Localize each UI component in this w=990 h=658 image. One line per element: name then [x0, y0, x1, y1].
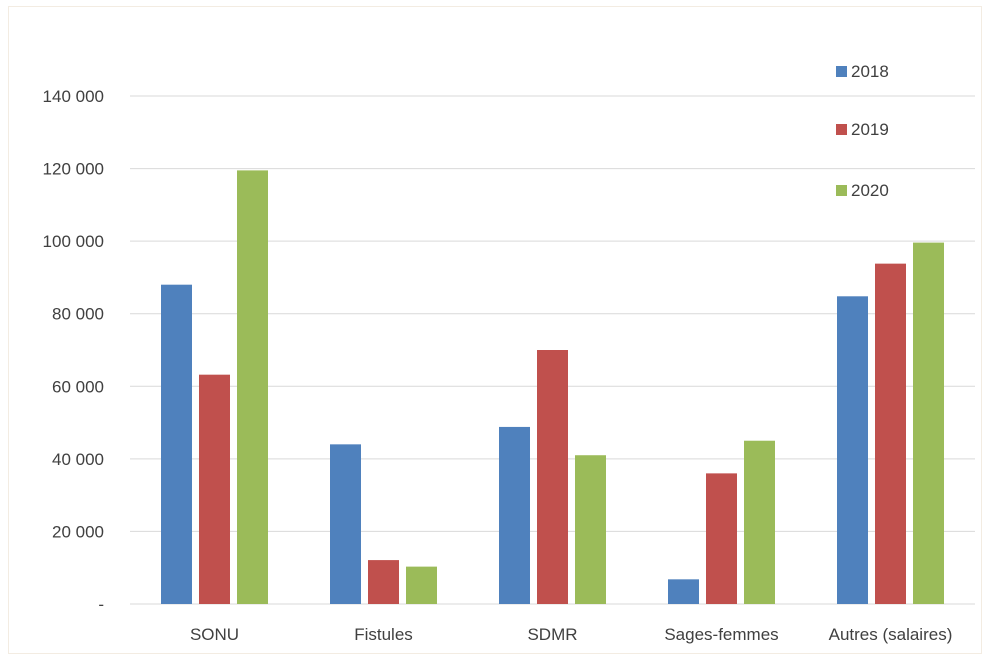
bar-2018-autres-salaires- — [837, 296, 868, 604]
bar-2019-fistules — [368, 560, 399, 604]
legend-label-2018: 2018 — [851, 62, 889, 81]
x-tick-label: SONU — [190, 625, 239, 644]
bar-2018-sages-femmes — [668, 579, 699, 604]
bar-2020-sages-femmes — [744, 440, 775, 604]
bar-2020-sonu — [237, 170, 268, 604]
bar-2018-sdmr — [499, 426, 530, 604]
chart-frame — [8, 6, 982, 654]
x-tick-label: SDMR — [527, 625, 577, 644]
y-axis-labels: - 20 000 40 000 60 000 80 000 100 000 120 000 1… — [43, 87, 104, 614]
x-tick-label: Autres (salaires) — [829, 625, 953, 644]
legend-label-2020: 2020 — [851, 181, 889, 200]
legend-swatch-2018 — [836, 66, 847, 77]
y-tick-label: 80 000 — [52, 305, 104, 324]
bar-2019-autres-salaires- — [875, 263, 906, 604]
bar-2018-fistules — [330, 444, 361, 604]
bar-2020-autres-salaires- — [913, 242, 944, 604]
bar-2019-sdmr — [537, 350, 568, 604]
bar-2019-sonu — [199, 374, 230, 604]
y-tick-label: 40 000 — [52, 450, 104, 469]
bar-2018-sonu — [161, 284, 192, 604]
y-tick-label: - — [98, 595, 104, 614]
legend-swatch-2019 — [836, 124, 847, 135]
legend-label-2019: 2019 — [851, 120, 889, 139]
y-tick-label: 100 000 — [43, 232, 104, 251]
y-tick-label: 140 000 — [43, 87, 104, 106]
legend-swatch-2020 — [836, 185, 847, 196]
x-tick-label: Fistules — [354, 625, 413, 644]
bar-2020-sdmr — [575, 455, 606, 604]
bars — [161, 170, 944, 604]
x-axis-labels: SONU Fistules SDMR Sages-femmes Autres (sala… — [190, 625, 952, 644]
gridlines — [130, 95, 975, 605]
y-tick-label: 120 000 — [43, 160, 104, 179]
bar-2020-fistules — [406, 566, 437, 604]
legend: 2018 2019 2020 — [836, 62, 889, 200]
bar-2019-sages-femmes — [706, 473, 737, 604]
x-tick-label: Sages-femmes — [664, 625, 778, 644]
y-tick-label: 60 000 — [52, 377, 104, 396]
y-tick-label: 20 000 — [52, 522, 104, 541]
